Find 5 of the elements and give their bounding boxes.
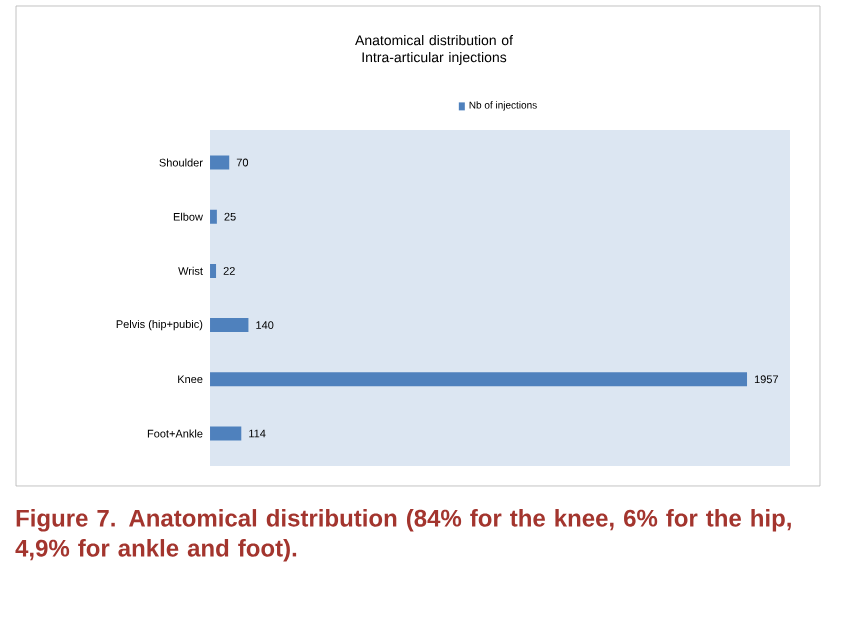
bar [210, 318, 249, 333]
bar [210, 155, 230, 170]
bar [210, 372, 748, 387]
bar [210, 426, 242, 441]
caption: Figure 7. Anatomical distribution (84% for the knee, 6% for the hip, 4,9% for ankle and foot). [15, 509, 791, 562]
